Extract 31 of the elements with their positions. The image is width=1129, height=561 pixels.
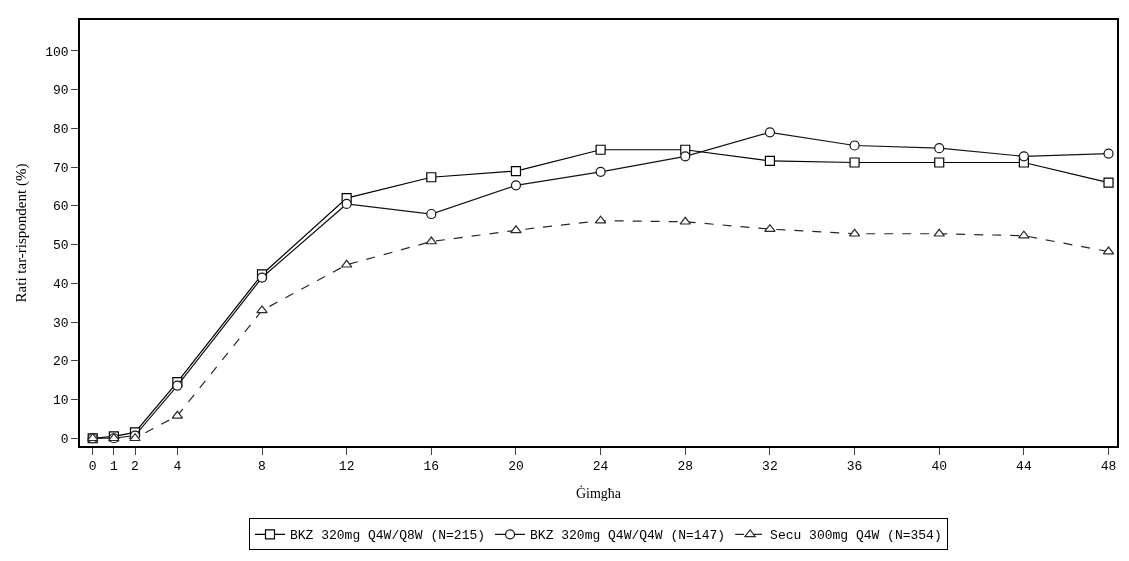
y-tick-label: 70 [53, 160, 69, 176]
y-tick-label: 60 [53, 199, 69, 215]
y-tick-label: 40 [53, 276, 69, 292]
x-tick-label: 1 [109, 459, 118, 475]
x-tick-label: 40 [931, 459, 948, 475]
x-tick-label: 36 [846, 459, 863, 475]
x-tick-label: 2 [131, 459, 139, 475]
x-tick-label: 32 [762, 459, 778, 475]
y-tick-label: 10 [53, 393, 69, 409]
x-tick-label: 44 [1016, 459, 1032, 475]
y-tick-label: 30 [53, 315, 69, 331]
y-tick-label: 100 [45, 44, 69, 60]
x-tick-label: 28 [677, 459, 694, 475]
x-tick-label: 0 [88, 459, 97, 475]
y-tick-label: 90 [53, 83, 69, 99]
x-tick-label: 8 [258, 459, 266, 475]
x-axis-title: Ġimgħa [575, 485, 622, 502]
x-tick-label: 48 [1100, 459, 1117, 475]
legend-label: BKZ 320mg Q4W/Q4W (N=147) [530, 528, 726, 544]
y-tick-label: 80 [53, 121, 69, 137]
legend-label: Secu 300mg Q4W (N=354) [770, 528, 942, 544]
x-tick-label: 20 [508, 459, 524, 475]
y-tick-label: 20 [53, 354, 69, 370]
y-tick-label: 0 [60, 431, 69, 447]
x-tick-label: 16 [423, 459, 440, 475]
y-axis-title: Rati tar-rispondent (%) [12, 163, 30, 303]
x-tick-label: 12 [338, 459, 355, 475]
x-tick-label: 4 [173, 459, 182, 475]
x-tick-label: 24 [592, 459, 609, 475]
y-tick-label: 50 [53, 238, 69, 254]
legend-label: BKZ 320mg Q4W/Q8W (N=215) [290, 528, 486, 544]
